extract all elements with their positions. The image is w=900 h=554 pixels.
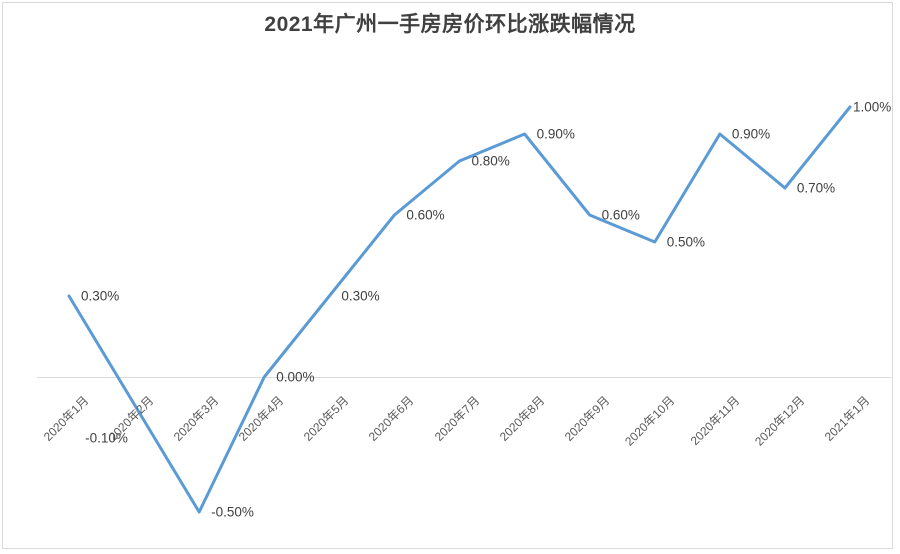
data-label: 0.60% [406, 207, 445, 223]
chart-title: 2021年广州一手房房价环比涨跌幅情况 [264, 13, 636, 36]
data-label: -0.50% [211, 504, 254, 520]
data-label: 0.30% [341, 288, 380, 304]
data-label: 0.90% [536, 126, 575, 142]
data-label: 0.50% [666, 234, 706, 250]
data-label: 0.80% [471, 153, 510, 169]
data-label: 0.70% [796, 180, 836, 196]
data-label: 0.90% [731, 126, 771, 142]
data-label: 0.00% [276, 369, 315, 385]
data-label: 0.30% [81, 288, 120, 304]
price-change-line [67, 105, 852, 514]
data-label: -0.10% [85, 430, 128, 446]
data-label: 1.00% [853, 99, 892, 115]
data-label: 0.60% [601, 207, 640, 223]
